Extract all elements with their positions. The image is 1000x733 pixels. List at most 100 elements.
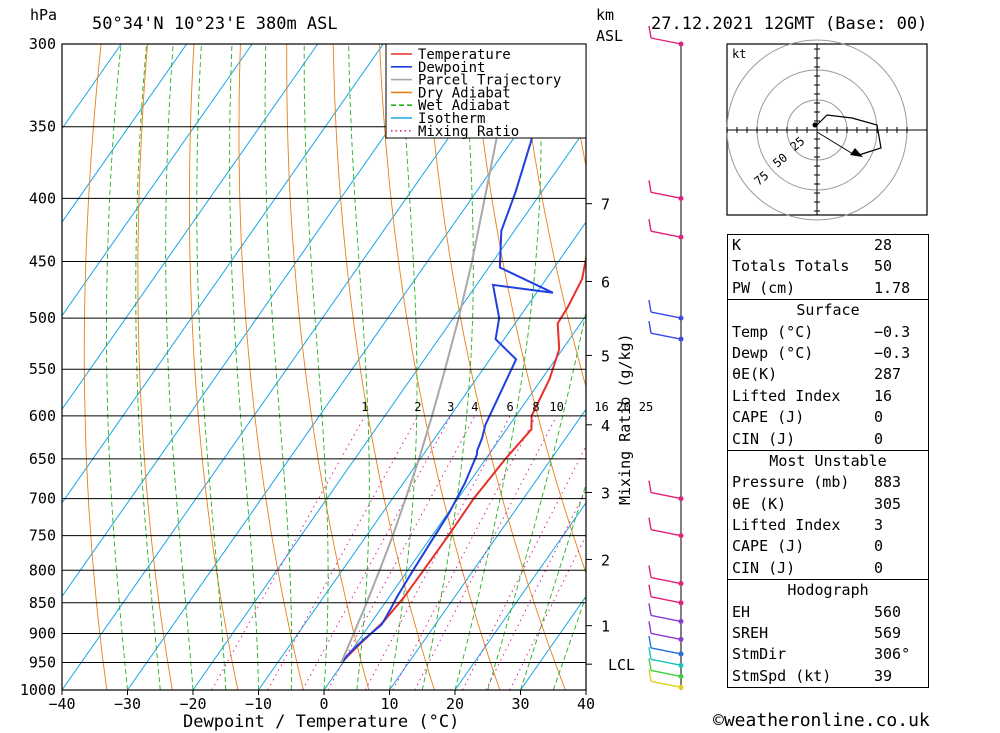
legend-entry: Isotherm [418, 111, 485, 127]
index-row: K 28 [728, 235, 928, 256]
dry-adiabat-line [188, 44, 239, 690]
x-tick-label: 20 [446, 695, 464, 713]
x-tick-label: −40 [48, 695, 75, 713]
mixing-ratio-label: 1 [361, 400, 368, 414]
isotherm-line [389, 408, 586, 690]
surface-value: 0 [874, 429, 884, 448]
x-tick-label: −20 [179, 695, 206, 713]
mixing-ratio-label: 16 [594, 400, 608, 414]
surface-row: CAPE (J) 0 [728, 407, 928, 428]
mixing-ratio-label: 2 [414, 400, 421, 414]
surface-value: 287 [874, 365, 902, 384]
most-unstable-row: CIN (J) 0 [728, 558, 928, 579]
dry-adiabat-line [137, 44, 173, 690]
hodograph-stat-value: 306° [874, 645, 911, 664]
surface-label: CIN (J) [732, 429, 796, 448]
hodograph-stat-label: EH [732, 602, 751, 621]
hodograph-origin-dot [812, 122, 818, 128]
wind-barb-flag [648, 603, 652, 616]
isotherm-line [323, 314, 586, 690]
surface-row: CIN (J) 0 [728, 429, 928, 450]
isotherm-line [62, 44, 450, 598]
surface-row: Dewp (°C) −0.3 [728, 343, 928, 364]
wet-adiabat-line [229, 44, 259, 690]
temperature-line [340, 253, 586, 664]
hodograph-stat-value: 560 [874, 602, 902, 621]
x-tick-label: 40 [577, 695, 595, 713]
wind-barb-flag [648, 480, 652, 493]
isotherm-line [62, 44, 188, 224]
wind-barb-flag [648, 180, 652, 193]
dry-adiabat-line [518, 44, 586, 389]
mixing-ratio-label: 25 [639, 400, 653, 414]
km-tick-label: 6 [601, 273, 610, 291]
pressure-tick-label: 1000 [20, 681, 56, 699]
wind-barb-staff [650, 37, 682, 45]
wet-adiabat-line [389, 44, 418, 690]
most-unstable-label: CIN (J) [732, 558, 796, 577]
surface-value: 16 [874, 386, 893, 405]
mixing-ratio-line [267, 415, 419, 690]
site-link[interactable]: weatheronline.co.uk [723, 710, 930, 731]
most-unstable-value: 0 [874, 558, 884, 577]
wind-barb-staff [650, 230, 682, 238]
x-tick-label: 0 [319, 695, 328, 713]
isotherm-line [192, 127, 586, 690]
most-unstable-value: 3 [874, 516, 884, 535]
isotherm-line [62, 44, 515, 690]
wet-adiabat-line [165, 44, 194, 690]
pressure-tick-label: 750 [29, 527, 56, 545]
km-unit-label: km [596, 6, 614, 24]
wet-adiabat-line [348, 44, 370, 690]
mixing-ratio-line [392, 415, 537, 690]
km-tick-label: 2 [601, 551, 610, 569]
hodograph-stat-row: EH 560 [728, 602, 928, 623]
surface-value: 0 [874, 408, 884, 427]
wind-barb-flag [648, 219, 652, 232]
mixing-ratio-labels: 1 2 3 4 6 8 10 16 20 25 [361, 400, 653, 414]
storm-motion-arrow [850, 148, 863, 157]
wet-adiabat-line [303, 44, 329, 690]
isotherm-line [258, 221, 586, 690]
dry-adiabat-line [379, 44, 501, 690]
datetime-title: 27.12.2021 12GMT (Base: 00) [651, 14, 927, 34]
pressure-tick-label: 300 [29, 35, 56, 53]
wind-barb-flag [648, 647, 652, 660]
index-value: 28 [874, 236, 893, 254]
footer-credit[interactable]: ©weatheronline.co.uk [713, 710, 930, 731]
surface-label: θE(K) [732, 365, 778, 384]
wind-barb-flag [648, 669, 652, 682]
hodograph-stat-value: 39 [874, 666, 893, 685]
wind-barbs [648, 25, 684, 690]
isotherm-line [127, 44, 581, 690]
wind-barb-staff [650, 528, 682, 537]
mixing-ratio-label: 10 [549, 400, 563, 414]
most-unstable-row: θE (K) 305 [728, 494, 928, 515]
hodograph-stat-row: StmSpd (kt) 39 [728, 666, 928, 687]
legend-entry: Mixing Ratio [418, 124, 519, 140]
dry-adiabat-line [83, 44, 108, 690]
location-title: 50°34'N 10°23'E 380m ASL [92, 14, 338, 34]
wind-barb-staff [650, 491, 682, 500]
wind-barb-staff [650, 647, 682, 655]
hodograph-stats-title: Hodograph [787, 581, 869, 600]
index-value: 50 [874, 257, 893, 276]
wet-adiabat-line [520, 482, 586, 690]
wind-barb-staff [650, 332, 682, 340]
most-unstable-label: Pressure (mb) [732, 473, 850, 492]
x-tick-label: −30 [114, 695, 141, 713]
legend-box [385, 43, 587, 139]
surface-value: −0.3 [874, 343, 911, 362]
wind-barb-flag [648, 565, 652, 578]
dry-adiabat-line [238, 44, 304, 690]
wind-barb-flag [648, 517, 652, 530]
wind-barb-staff [650, 632, 682, 641]
isotherm-line [454, 501, 586, 690]
wind-barb-flag [648, 25, 652, 39]
index-label: K [732, 236, 742, 254]
index-value: 1.78 [874, 278, 911, 297]
pressure-tick-label: 600 [29, 407, 56, 425]
parcel-trajectory-line [340, 44, 519, 663]
